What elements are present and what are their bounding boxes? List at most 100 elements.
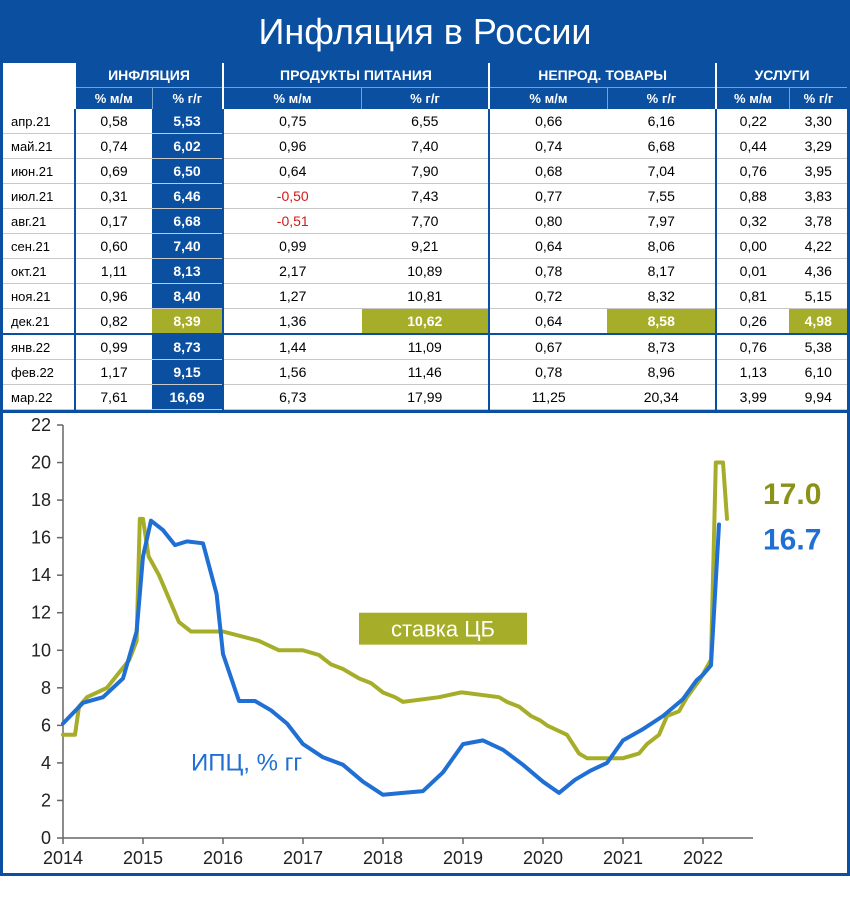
table-cell: 10,81 bbox=[362, 284, 490, 309]
table-cell: 8,96 bbox=[607, 360, 716, 385]
svg-text:2020: 2020 bbox=[523, 848, 563, 868]
row-label: ноя.21 bbox=[3, 284, 75, 309]
svg-text:2017: 2017 bbox=[283, 848, 323, 868]
table-cell: 7,04 bbox=[607, 159, 716, 184]
row-label: фев.22 bbox=[3, 360, 75, 385]
table-row: апр.210,585,530,756,550,666,160,223,30 bbox=[3, 109, 847, 134]
table-row: окт.211,118,132,1710,890,788,170,014,36 bbox=[3, 259, 847, 284]
table-cell: 8,40 bbox=[152, 284, 223, 309]
table-cell: 0,75 bbox=[223, 109, 362, 134]
table-row: мар.227,6116,696,7317,9911,2520,343,999,… bbox=[3, 385, 847, 410]
table-cell: 0,31 bbox=[75, 184, 152, 209]
table-row: сен.210,607,400,999,210,648,060,004,22 bbox=[3, 234, 847, 259]
table-cell: 7,61 bbox=[75, 385, 152, 410]
sub-0-mm: % м/м bbox=[75, 88, 152, 110]
table-cell: 0,76 bbox=[716, 334, 789, 360]
root-container: Инфляция в России ИНФЛЯЦИЯ ПРОДУКТЫ ПИТА… bbox=[0, 0, 850, 876]
table-cell: 6,68 bbox=[607, 134, 716, 159]
svg-text:8: 8 bbox=[41, 678, 51, 698]
table-cell: 6,50 bbox=[152, 159, 223, 184]
table-cell: 1,36 bbox=[223, 309, 362, 335]
cpi-line bbox=[63, 521, 719, 795]
row-label: мар.22 bbox=[3, 385, 75, 410]
table-cell: 9,21 bbox=[362, 234, 490, 259]
table-cell: 0,80 bbox=[489, 209, 607, 234]
table-row: ноя.210,968,401,2710,810,728,320,815,15 bbox=[3, 284, 847, 309]
sub-1-yy: % г/г bbox=[362, 88, 490, 110]
table-row: июн.210,696,500,647,900,687,040,763,95 bbox=[3, 159, 847, 184]
row-label: июл.21 bbox=[3, 184, 75, 209]
header-group-3: УСЛУГИ bbox=[716, 63, 847, 88]
table-cell: 1,11 bbox=[75, 259, 152, 284]
cpi-label: ИПЦ, % гг bbox=[191, 749, 302, 776]
table-cell: 0,96 bbox=[75, 284, 152, 309]
sub-2-yy: % г/г bbox=[607, 88, 716, 110]
table-cell: 0,00 bbox=[716, 234, 789, 259]
table-cell: 4,36 bbox=[789, 259, 847, 284]
table-cell: 1,17 bbox=[75, 360, 152, 385]
table-cell: 7,70 bbox=[362, 209, 490, 234]
row-label: май.21 bbox=[3, 134, 75, 159]
table-cell: 0,88 bbox=[716, 184, 789, 209]
cpi-end-value: 16.7 bbox=[763, 523, 821, 556]
table-cell: 0,99 bbox=[75, 334, 152, 360]
table-cell: 7,97 bbox=[607, 209, 716, 234]
table-cell: 0,68 bbox=[489, 159, 607, 184]
table-cell: 17,99 bbox=[362, 385, 490, 410]
row-label: янв.22 bbox=[3, 334, 75, 360]
row-label: сен.21 bbox=[3, 234, 75, 259]
table-cell: 2,17 bbox=[223, 259, 362, 284]
header-group-0: ИНФЛЯЦИЯ bbox=[75, 63, 223, 88]
table-cell: 6,46 bbox=[152, 184, 223, 209]
table-cell: 8,39 bbox=[152, 309, 223, 335]
table-cell: 0,78 bbox=[489, 259, 607, 284]
table-row: авг.210,176,68-0,517,700,807,970,323,78 bbox=[3, 209, 847, 234]
table-cell: 5,53 bbox=[152, 109, 223, 134]
table-cell: 9,94 bbox=[789, 385, 847, 410]
table-cell: 8,73 bbox=[152, 334, 223, 360]
row-label: дек.21 bbox=[3, 309, 75, 335]
table-cell: 0,96 bbox=[223, 134, 362, 159]
sub-3-yy: % г/г bbox=[789, 88, 847, 110]
table-cell: 1,44 bbox=[223, 334, 362, 360]
table-cell: 0,72 bbox=[489, 284, 607, 309]
svg-text:18: 18 bbox=[31, 490, 51, 510]
inflation-table: ИНФЛЯЦИЯ ПРОДУКТЫ ПИТАНИЯ НЕПРОД. ТОВАРЫ… bbox=[3, 63, 847, 410]
svg-text:22: 22 bbox=[31, 415, 51, 435]
table-cell: 0,58 bbox=[75, 109, 152, 134]
table-cell: 8,73 bbox=[607, 334, 716, 360]
svg-text:2019: 2019 bbox=[443, 848, 483, 868]
svg-text:10: 10 bbox=[31, 640, 51, 660]
table-cell: 3,99 bbox=[716, 385, 789, 410]
table-cell: 0,01 bbox=[716, 259, 789, 284]
header-group-1: ПРОДУКТЫ ПИТАНИЯ bbox=[223, 63, 489, 88]
table-cell: 7,40 bbox=[152, 234, 223, 259]
table-cell: 8,58 bbox=[607, 309, 716, 335]
table-cell: 0,60 bbox=[75, 234, 152, 259]
cb-rate-line bbox=[63, 463, 727, 759]
table-cell: 20,34 bbox=[607, 385, 716, 410]
table-cell: 1,56 bbox=[223, 360, 362, 385]
subheader-blank bbox=[3, 88, 75, 110]
table-cell: 0,82 bbox=[75, 309, 152, 335]
table-cell: 0,32 bbox=[716, 209, 789, 234]
row-label: июн.21 bbox=[3, 159, 75, 184]
table-cell: 0,74 bbox=[489, 134, 607, 159]
table-cell: 3,78 bbox=[789, 209, 847, 234]
table-cell: 0,26 bbox=[716, 309, 789, 335]
table-cell: 3,83 bbox=[789, 184, 847, 209]
svg-text:2: 2 bbox=[41, 790, 51, 810]
table-cell: 11,46 bbox=[362, 360, 490, 385]
svg-text:2018: 2018 bbox=[363, 848, 403, 868]
table-cell: -0,50 bbox=[223, 184, 362, 209]
table-cell: 6,73 bbox=[223, 385, 362, 410]
chart-area: 0246810121416182022201420152016201720182… bbox=[3, 410, 847, 873]
table-cell: 6,16 bbox=[607, 109, 716, 134]
table-cell: 0,66 bbox=[489, 109, 607, 134]
table-cell: 0,69 bbox=[75, 159, 152, 184]
table-cell: 0,44 bbox=[716, 134, 789, 159]
svg-text:12: 12 bbox=[31, 603, 51, 623]
svg-text:2022: 2022 bbox=[683, 848, 723, 868]
svg-text:2015: 2015 bbox=[123, 848, 163, 868]
table-cell: 0,17 bbox=[75, 209, 152, 234]
